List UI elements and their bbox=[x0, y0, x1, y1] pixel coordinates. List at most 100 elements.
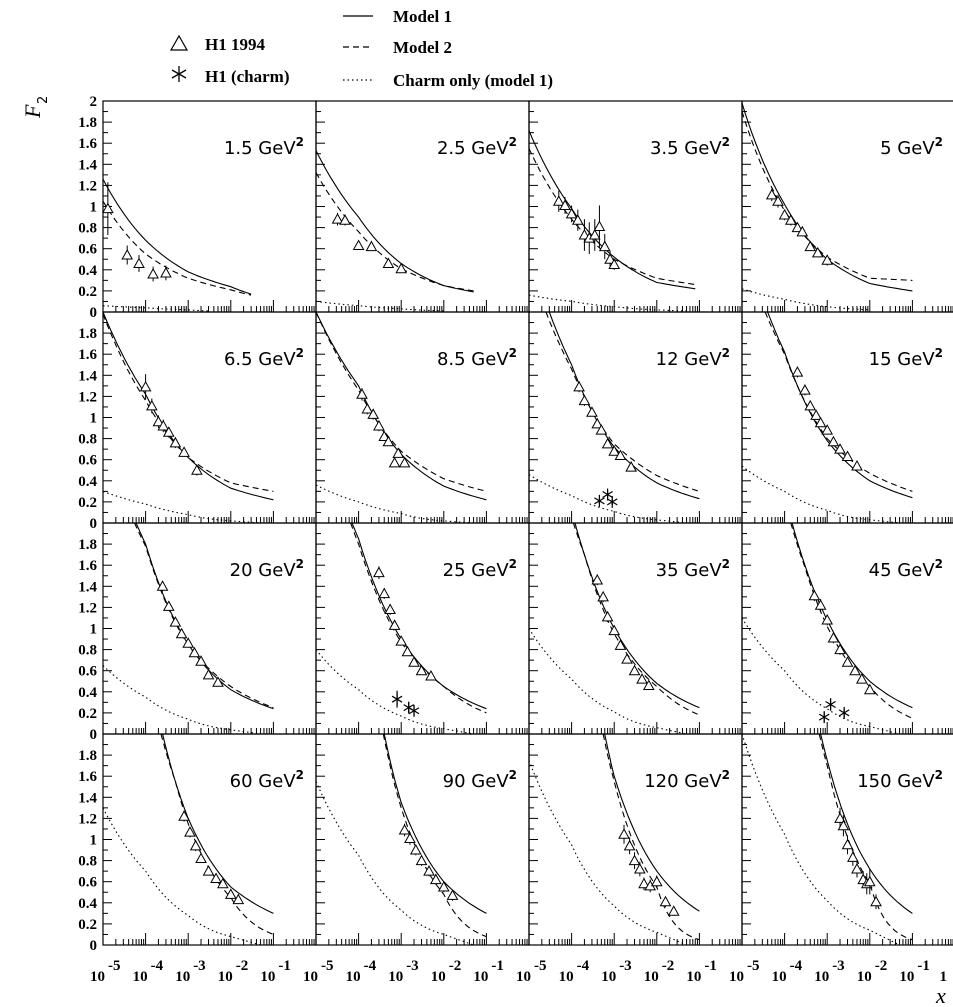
panel-frame bbox=[315, 100, 530, 313]
h1-1994-point bbox=[621, 653, 633, 664]
triangle-marker bbox=[425, 669, 437, 681]
y-tick-label: 1.4 bbox=[78, 579, 97, 595]
x-tick-label: 10 bbox=[346, 969, 361, 985]
h1-1994-point bbox=[804, 399, 817, 411]
h1-1994-point bbox=[588, 219, 601, 251]
triangle-marker bbox=[552, 195, 565, 206]
triangle-marker bbox=[625, 461, 638, 472]
panel-frame bbox=[315, 522, 530, 735]
triangle-marker bbox=[618, 828, 630, 839]
triangle-marker bbox=[339, 214, 351, 225]
q2-label: 2.5 GeV2 bbox=[437, 135, 517, 159]
h1-1994-point bbox=[659, 895, 672, 908]
triangle-marker bbox=[827, 435, 840, 447]
h1-1994-point bbox=[586, 406, 598, 417]
triangle-marker bbox=[188, 646, 201, 658]
panel-7: 12 GeV2 bbox=[528, 311, 743, 524]
triangle-marker bbox=[601, 437, 614, 449]
triangle-marker bbox=[595, 424, 608, 435]
triangle-marker bbox=[799, 384, 811, 395]
y-tick-label: 0.2 bbox=[78, 284, 97, 300]
model-2-curve bbox=[316, 172, 474, 292]
model-2-curve bbox=[160, 734, 274, 936]
h1-1994-point bbox=[216, 877, 229, 889]
h1-1994-point bbox=[591, 573, 604, 586]
h1-1994-point bbox=[841, 656, 854, 667]
h1-1994-point bbox=[388, 619, 401, 630]
triangle-marker bbox=[588, 228, 601, 240]
x-tick-exponent: -3 bbox=[832, 958, 845, 974]
curves bbox=[742, 102, 913, 311]
charm-only-curve bbox=[529, 474, 687, 523]
y-tick-label: 0 bbox=[90, 305, 98, 321]
charm-only-curve bbox=[529, 628, 687, 734]
h1-1994-point bbox=[597, 590, 609, 603]
charm-only-curve bbox=[103, 305, 209, 312]
y-tick-label: 0.8 bbox=[78, 854, 97, 870]
triangle-marker bbox=[849, 664, 861, 676]
triangle-marker bbox=[331, 213, 344, 224]
h1-1994-point bbox=[778, 208, 791, 221]
h1-charm-point bbox=[408, 704, 420, 717]
h1-charm-point bbox=[825, 698, 836, 711]
model-1-curve bbox=[604, 734, 700, 912]
triangle-marker bbox=[195, 655, 207, 666]
x-tick-label: 10 bbox=[473, 969, 488, 985]
triangle-marker bbox=[373, 419, 385, 431]
y-axis-label-subscript: 2 bbox=[36, 96, 51, 104]
charm-only-curve bbox=[316, 300, 444, 312]
triangle-marker bbox=[591, 573, 604, 585]
panel-3: 3.5 GeV2 bbox=[528, 100, 743, 313]
h1-1994-point bbox=[373, 566, 385, 579]
model-1-curve bbox=[767, 312, 913, 499]
panel-10: 25 GeV2 bbox=[315, 522, 530, 735]
h1-1994-point bbox=[633, 861, 646, 877]
q2-label: 8.5 GeV2 bbox=[437, 346, 517, 370]
triangle-marker bbox=[352, 239, 365, 251]
triangle-marker bbox=[811, 246, 824, 258]
triangle-marker bbox=[772, 195, 784, 206]
legend-label-model-2: Model 2 bbox=[393, 38, 452, 57]
curves bbox=[316, 150, 474, 312]
triangle-marker bbox=[178, 446, 190, 457]
curves bbox=[316, 312, 487, 523]
triangle-marker bbox=[184, 826, 196, 837]
y-tick-label: 0.4 bbox=[78, 685, 97, 701]
model-2-curve bbox=[572, 523, 700, 716]
x-tick-exponent: -2 bbox=[449, 958, 462, 974]
h1-charm-point bbox=[594, 494, 605, 507]
triangle-marker bbox=[156, 580, 169, 591]
triangle-marker bbox=[160, 266, 172, 278]
triangle-marker bbox=[401, 645, 414, 657]
triangle-marker bbox=[409, 844, 422, 855]
h1-1994-point bbox=[827, 435, 840, 447]
h1-1994-point bbox=[162, 426, 175, 438]
h1-1994-point bbox=[796, 225, 809, 237]
h1-1994-point bbox=[195, 655, 207, 666]
y-tick-label: 0.2 bbox=[78, 917, 97, 933]
panel-frame bbox=[741, 100, 953, 313]
q2-label: 3.5 GeV2 bbox=[650, 135, 730, 159]
triangle-marker bbox=[145, 399, 158, 411]
y-tick-label: 1 bbox=[90, 411, 98, 427]
h1-1994-point bbox=[791, 221, 804, 233]
y-tick-label: 1.8 bbox=[78, 326, 97, 342]
h1-1994-point bbox=[849, 664, 861, 676]
y-tick-label: 1.2 bbox=[78, 600, 97, 616]
q2-label: 15 GeV2 bbox=[869, 346, 943, 370]
triangle-marker bbox=[808, 589, 821, 601]
x-tick-label: 10 bbox=[260, 969, 275, 985]
model-2-curve bbox=[545, 312, 700, 492]
x-tick-label: 10 bbox=[814, 969, 829, 985]
triangle-marker bbox=[157, 419, 170, 431]
h1-1994-point bbox=[851, 860, 863, 878]
triangle-marker bbox=[791, 366, 804, 377]
x-tick-label: 10 bbox=[133, 969, 148, 985]
triangle-marker bbox=[162, 600, 175, 611]
h1-1994-point bbox=[837, 815, 850, 837]
model-1-curve bbox=[383, 734, 487, 914]
model-2-curve bbox=[602, 734, 700, 941]
h1-1994-point bbox=[834, 643, 846, 655]
h1-1994-point bbox=[618, 824, 630, 844]
panel-frame bbox=[741, 522, 953, 735]
